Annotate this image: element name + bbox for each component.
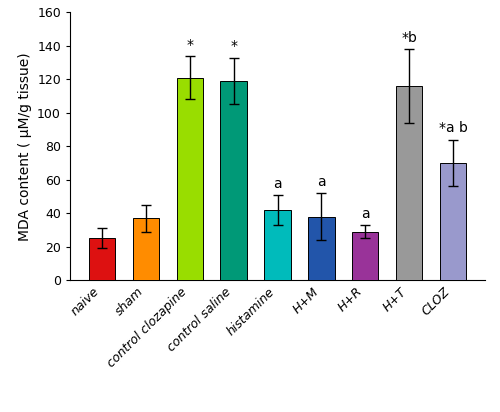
Text: a: a: [273, 177, 282, 191]
Bar: [264, 210, 290, 280]
Text: a: a: [317, 175, 326, 189]
Text: *b: *b: [401, 31, 417, 45]
Bar: [440, 163, 466, 280]
Bar: [132, 218, 159, 280]
Bar: [176, 77, 203, 280]
Text: a: a: [361, 207, 370, 221]
Text: *: *: [230, 40, 237, 54]
Bar: [352, 232, 378, 280]
Text: *: *: [186, 37, 194, 52]
Bar: [308, 217, 334, 280]
Text: *a b: *a b: [438, 122, 468, 136]
Y-axis label: MDA content ( µM/g tissue): MDA content ( µM/g tissue): [18, 52, 32, 241]
Bar: [220, 81, 247, 280]
Bar: [396, 86, 422, 280]
Bar: [89, 238, 115, 280]
